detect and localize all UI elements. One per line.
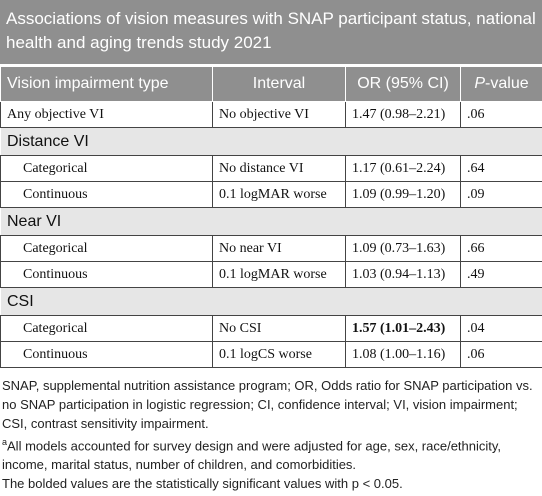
- cell: .06: [460, 341, 542, 368]
- cell: Any objective VI: [0, 101, 213, 128]
- footnote-marker: a: [2, 437, 8, 447]
- footnote: aAll models accounted for survey design …: [2, 433, 540, 474]
- data-row: Categorical No CSI 1.57 (1.01–2.43) .04: [0, 315, 542, 342]
- cell: 1.03 (0.94–1.13): [345, 261, 461, 288]
- cell: Categorical: [0, 155, 213, 182]
- section-row: Near VI: [0, 207, 542, 236]
- footnote: SNAP, supplemental nutrition assistance …: [2, 376, 540, 433]
- table-title: Associations of vision measures with SNA…: [0, 0, 542, 66]
- cell: Continuous: [0, 341, 213, 368]
- cell: 0.1 logCS worse: [212, 341, 346, 368]
- data-row: Continuous 0.1 logMAR worse 1.03 (0.94–1.1…: [0, 261, 542, 288]
- cell: No objective VI: [212, 101, 346, 128]
- data-row: Categorical No distance VI 1.17 (0.61–2.24…: [0, 155, 542, 182]
- cell: 1.57 (1.01–2.43): [345, 315, 461, 342]
- column-header: Interval: [212, 66, 346, 102]
- footnote: The bolded values are the statistically …: [2, 474, 540, 493]
- cell: 1.08 (1.00–1.16): [345, 341, 461, 368]
- data-row: Categorical No near VI 1.09 (0.73–1.63) .66: [0, 235, 542, 262]
- cell: 1.09 (0.99–1.20): [345, 181, 461, 208]
- cell: 0.1 logMAR worse: [212, 181, 346, 208]
- column-header: Vision impairment type: [0, 66, 213, 102]
- footnote-text: The bolded values are the statistically …: [2, 476, 403, 492]
- cell: Continuous: [0, 261, 213, 288]
- header-text: -value: [485, 75, 529, 92]
- section-row: CSI: [0, 287, 542, 316]
- cell: No CSI: [212, 315, 346, 342]
- cell: 1.47 (0.98–2.21): [345, 101, 461, 128]
- footnotes: SNAP, supplemental nutrition assistance …: [0, 368, 542, 493]
- section-label: Distance VI: [0, 127, 542, 156]
- cell: Continuous: [0, 181, 213, 208]
- cell: .64: [460, 155, 542, 182]
- section-row: Distance VI: [0, 127, 542, 156]
- footnote-text: SNAP, supplemental nutrition assistance …: [2, 378, 533, 431]
- cell: No near VI: [212, 235, 346, 262]
- header-row: Vision impairment type Interval OR (95% CI…: [0, 66, 542, 102]
- data-row: Any objective VI No objective VI 1.47 (0.9…: [0, 101, 542, 128]
- footnote-text: All models accounted for survey design a…: [2, 438, 502, 473]
- cell: .49: [460, 261, 542, 288]
- section-label: Near VI: [0, 207, 542, 236]
- table: Vision impairment type Interval OR (95% CI…: [0, 66, 542, 368]
- cell: Categorical: [0, 315, 213, 342]
- cell: Categorical: [0, 235, 213, 262]
- cell: 1.09 (0.73–1.63): [345, 235, 461, 262]
- column-header: P-value: [460, 66, 542, 102]
- section-label: CSI: [0, 287, 542, 316]
- cell: .66: [460, 235, 542, 262]
- cell: 1.17 (0.61–2.24): [345, 155, 461, 182]
- data-row: Continuous 0.1 logMAR worse 1.09 (0.99–1.2…: [0, 181, 542, 208]
- header-italic: P: [474, 75, 486, 92]
- cell: .06: [460, 101, 542, 128]
- data-row: Continuous 0.1 logCS worse 1.08 (1.00–1.16…: [0, 341, 542, 368]
- column-header: OR (95% CI): [345, 66, 461, 102]
- cell: No distance VI: [212, 155, 346, 182]
- cell: 0.1 logMAR worse: [212, 261, 346, 288]
- cell: .04: [460, 315, 542, 342]
- table-body: Any objective VI No objective VI 1.47 (0.9…: [0, 101, 542, 368]
- cell: .09: [460, 181, 542, 208]
